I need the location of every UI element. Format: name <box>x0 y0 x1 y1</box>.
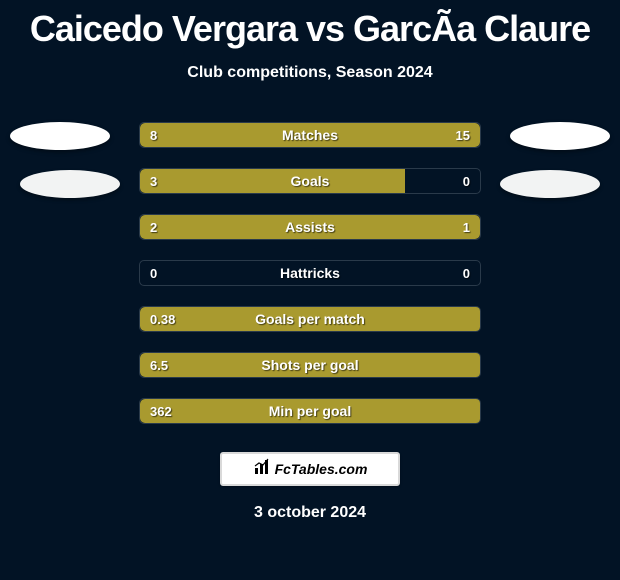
bar-value-right: 0 <box>453 261 480 285</box>
subtitle: Club competitions, Season 2024 <box>0 64 620 82</box>
bar-value-right <box>460 353 480 377</box>
bar-row: 8Matches15 <box>139 122 481 148</box>
comparison-chart: 8Matches153Goals02Assists10Hattricks00.3… <box>0 122 620 424</box>
bar-label: Min per goal <box>140 399 480 423</box>
player-right-badge-bottom <box>500 170 600 198</box>
bar-value-right: 1 <box>453 215 480 239</box>
bar-row: 362Min per goal <box>139 398 481 424</box>
bar-row: 3Goals0 <box>139 168 481 194</box>
bar-value-right <box>460 399 480 423</box>
source-badge[interactable]: FcTables.com <box>220 452 400 486</box>
bar-value-right: 15 <box>446 123 480 147</box>
bars-container: 8Matches153Goals02Assists10Hattricks00.3… <box>139 122 481 424</box>
date-label: 3 october 2024 <box>0 504 620 522</box>
page-title: Caicedo Vergara vs GarcÃ­a Claure <box>0 0 620 50</box>
bar-value-right <box>460 307 480 331</box>
bar-row: 0.38Goals per match <box>139 306 481 332</box>
bar-row: 2Assists1 <box>139 214 481 240</box>
player-left-badge-top <box>10 122 110 150</box>
bar-row: 6.5Shots per goal <box>139 352 481 378</box>
bar-label: Assists <box>140 215 480 239</box>
bar-value-right: 0 <box>453 169 480 193</box>
bar-label: Matches <box>140 123 480 147</box>
source-badge-label: FcTables.com <box>275 461 368 477</box>
chart-icon <box>253 458 271 481</box>
bar-row: 0Hattricks0 <box>139 260 481 286</box>
bar-label: Goals <box>140 169 480 193</box>
bar-label: Goals per match <box>140 307 480 331</box>
bar-label: Hattricks <box>140 261 480 285</box>
bar-label: Shots per goal <box>140 353 480 377</box>
player-right-badge-top <box>510 122 610 150</box>
player-left-badge-bottom <box>20 170 120 198</box>
